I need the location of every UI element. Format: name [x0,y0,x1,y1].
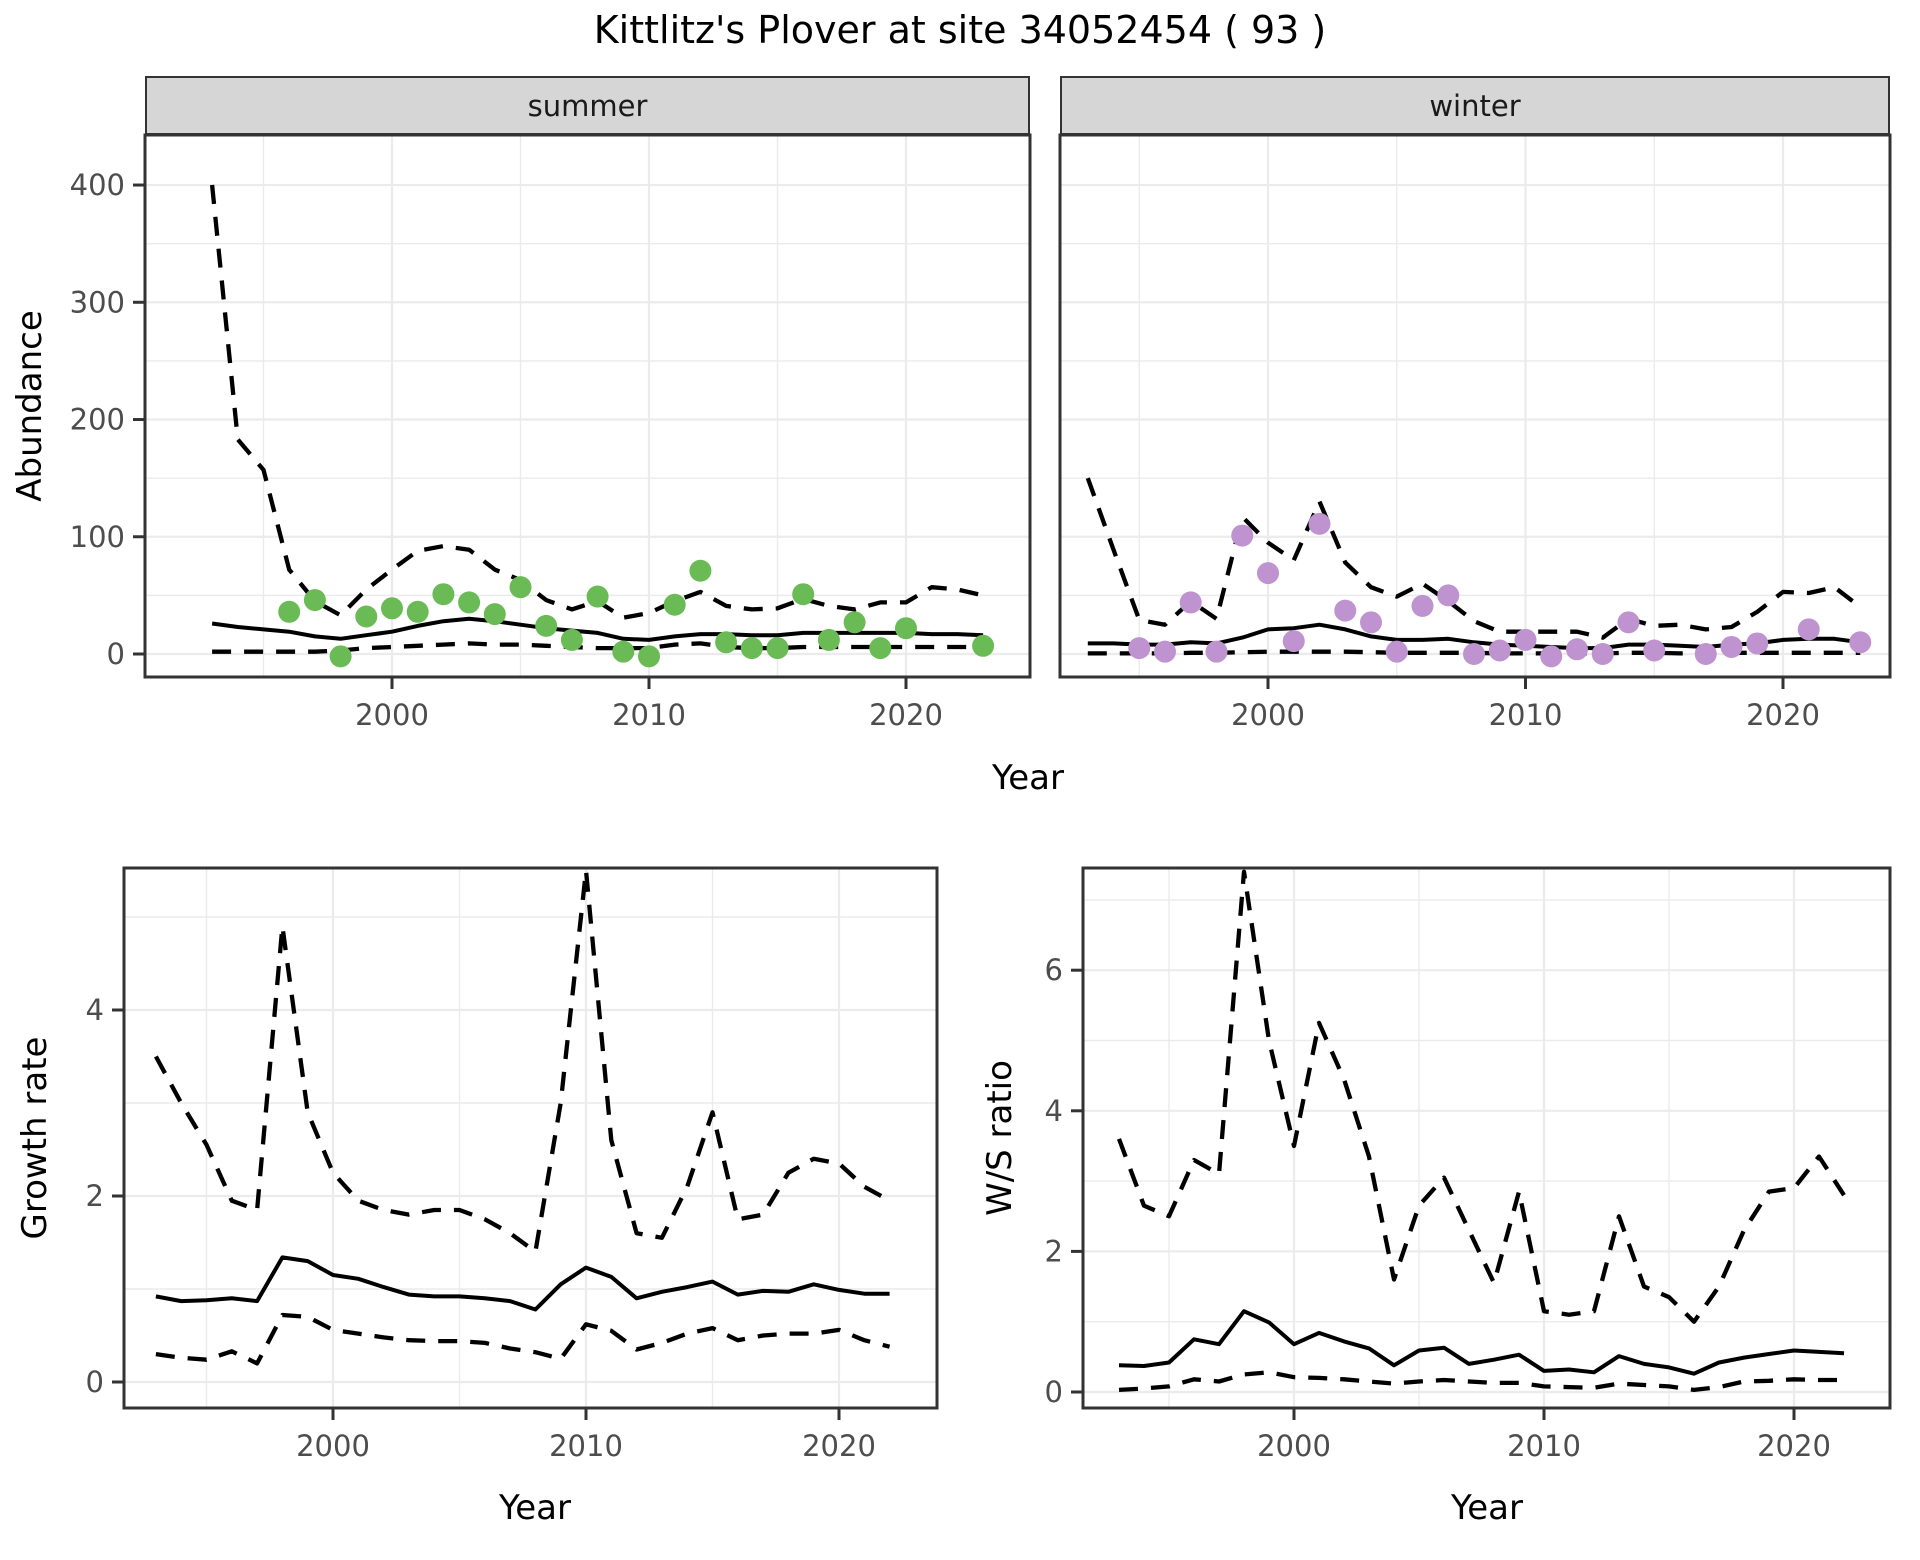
abundance-summer-observed-counts-point [638,645,660,668]
abundance-winter-panel: 2000 2010 2020 [1058,133,1892,732]
abundance-summer-observed-counts-point [329,645,352,668]
ws-ratio-upper-ci-line [1116,869,1846,1324]
abundance-summer-x-tick-label: 2010 [612,698,686,732]
abundance-winter-observed-counts-point [1566,638,1588,661]
ws-ratio-x-tick-label: 2020 [1757,1429,1831,1463]
abundance-winter-observed-counts-point [1411,594,1434,617]
abundance-winter-upper-ci-line [1085,477,1862,640]
abundance-winter-observed-counts-point [1720,635,1743,658]
x-axis-title-year-top: Year [992,758,1064,798]
ws-ratio-lower-ci-line [1118,1370,1844,1393]
abundance-summer-y-tick-label: 200 [70,403,125,437]
ws-ratio-panel: 2000 2010 2020 0 2 4 6 [1045,866,1892,1463]
abundance-winter-observed-counts-point [1385,640,1408,663]
abundance-summer-observed-counts-point [766,637,789,660]
growth-rate-median-line [155,1255,890,1312]
abundance-winter-x-tick-label: 2010 [1489,698,1563,732]
abundance-winter-observed-counts-point [1591,643,1614,665]
abundance-summer-observed-counts-point [715,631,738,654]
abundance-summer-observed-counts-point [689,559,712,582]
abundance-summer-observed-counts-point [972,634,995,657]
facet-strip-winter-label: winter [1429,88,1521,123]
abundance-winter-x-tick-label: 2000 [1231,698,1305,732]
facet-strip-winter: winter [1060,76,1890,135]
growth-rate-panel: 2000 2010 2020 0 2 4 [86,866,939,1463]
abundance-summer-y-tick-label: 300 [70,285,125,319]
y-axis-title-growth-rate: Growth rate [15,1036,55,1240]
ws-ratio-y-tick-label: 2 [1045,1234,1063,1268]
abundance-summer-y-tick-label: 100 [70,520,125,554]
abundance-winter-observed-counts-point [1257,562,1279,585]
growth-rate-x-tick-label: 2000 [296,1429,370,1463]
abundance-summer-observed-counts-point [817,628,840,651]
abundance-summer-observed-counts-point [843,611,866,634]
abundance-winter-observed-counts-point [1617,611,1640,634]
abundance-summer-observed-counts-point [895,617,917,640]
page-title: Kittlitz's Plover at site 34052454 ( 93 … [593,8,1327,52]
growth-rate-lower-ci-line [155,1312,891,1366]
growth-rate-y-tick-label: 0 [86,1365,104,1399]
y-axis-title-abundance: Abundance [10,310,50,502]
abundance-summer-y-tick-label: 400 [70,168,125,202]
y-axis-title-ws-ratio: W/S ratio [980,1060,1020,1216]
abundance-summer-observed-counts-point [381,597,403,620]
abundance-summer-observed-counts-point [535,614,558,637]
abundance-winter-observed-counts-point [1154,640,1176,663]
abundance-winter-observed-counts-point [1205,640,1228,663]
growth-rate-x-tick-label: 2020 [802,1429,876,1463]
facet-strip-summer-label: summer [527,88,648,123]
ws-ratio-y-tick-label: 4 [1045,1094,1063,1128]
abundance-summer-observed-counts-point [612,640,635,663]
abundance-winter-observed-counts-point [1308,512,1331,535]
abundance-winter-observed-counts-point [1463,643,1485,665]
growth-rate-x-tick-label: 2010 [549,1429,623,1463]
abundance-summer-observed-counts-point [432,583,455,606]
abundance-summer-observed-counts-point [483,603,506,626]
abundance-winter-observed-counts-point [1797,618,1820,641]
facet-strip-summer: summer [145,76,1030,135]
ws-ratio-median-line [1118,1309,1845,1376]
x-axis-title-year-bottom-right: Year [1451,1488,1523,1528]
abundance-winter-observed-counts-point [1694,643,1717,665]
growth-rate-y-tick-label: 4 [86,993,104,1027]
abundance-summer-observed-counts-point [663,593,686,616]
abundance-winter-observed-counts-point [1849,631,1872,654]
abundance-summer-y-tick-label: 0 [107,637,125,671]
growth-rate-y-tick-label: 2 [86,1179,104,1213]
abundance-summer-observed-counts-point [509,576,532,599]
abundance-winter-observed-counts-point [1179,591,1202,614]
abundance-summer-observed-counts-point [278,600,301,623]
abundance-summer-observed-counts-point [792,583,815,606]
abundance-summer-observed-counts-point [406,600,429,623]
ws-ratio-x-tick-label: 2010 [1507,1429,1581,1463]
x-axis-title-year-bottom-left: Year [499,1488,571,1528]
abundance-summer-observed-counts-point [586,585,609,608]
abundance-summer-observed-counts-point [355,605,378,628]
abundance-summer-observed-counts-point [869,637,892,660]
abundance-winter-observed-counts-point [1360,611,1382,634]
abundance-summer-x-tick-label: 2020 [869,698,943,732]
abundance-winter-x-tick-label: 2020 [1746,698,1820,732]
abundance-summer-x-tick-label: 2000 [355,698,429,732]
abundance-winter-observed-counts-point [1540,645,1563,668]
abundance-summer-observed-counts-point [560,628,583,651]
abundance-summer-observed-counts-point [740,637,763,660]
abundance-summer-observed-counts-point [303,589,326,612]
ws-ratio-y-tick-label: 6 [1045,953,1063,987]
abundance-winter-observed-counts-point [1514,628,1537,651]
abundance-winter-observed-counts-point [1282,630,1305,653]
abundance-winter-observed-counts-point [1746,632,1769,655]
growth-rate-upper-ci-line [154,868,891,1254]
abundance-summer-observed-counts-point [458,591,481,614]
abundance-winter-observed-counts-point [1488,639,1511,662]
abundance-winter-observed-counts-point [1437,584,1460,607]
ws-ratio-y-tick-label: 0 [1045,1375,1063,1409]
abundance-winter-observed-counts-point [1231,524,1254,547]
abundance-summer-panel: 2000 2010 2020 0 100 200 300 400 [70,133,1032,732]
abundance-winter-observed-counts-point [1643,639,1666,662]
ws-ratio-x-tick-label: 2000 [1257,1429,1331,1463]
abundance-winter-observed-counts-point [1128,637,1151,660]
abundance-winter-observed-counts-point [1334,599,1357,622]
